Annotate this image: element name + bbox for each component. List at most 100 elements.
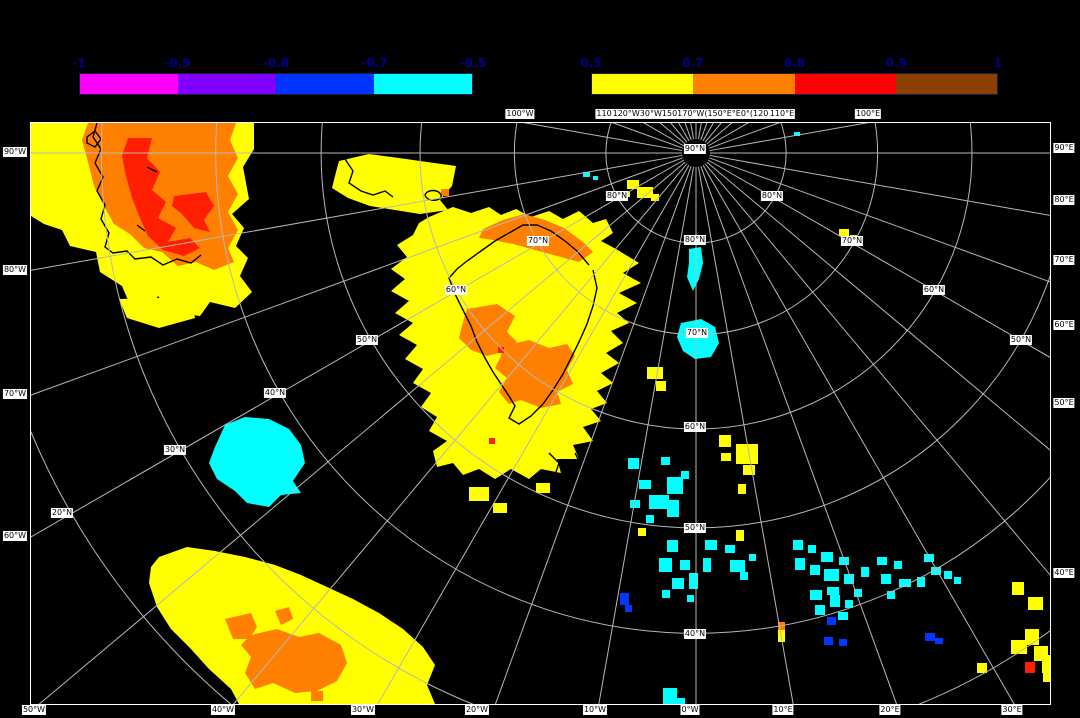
data-cell-c	[667, 540, 678, 552]
meridian-line	[707, 159, 1050, 358]
graticule-latitude-label: 70°N	[840, 236, 864, 246]
data-cell-c	[810, 590, 822, 600]
colorbar-negative-tick-label: -0.8	[262, 56, 290, 70]
graticule-latitude-label: 70°N	[526, 236, 550, 246]
colorbar-positive	[591, 73, 998, 95]
data-cell-c	[821, 552, 833, 562]
data-cell-y	[977, 663, 987, 673]
data-region-o	[495, 340, 575, 408]
data-cell-y	[738, 484, 746, 494]
data-cell-c	[730, 560, 745, 572]
graticule-latitude-label: 60°N	[444, 285, 468, 295]
data-cell-y	[1011, 640, 1027, 654]
data-cell-y	[493, 503, 507, 513]
graticule-latitude-label: 30°N	[163, 445, 187, 455]
colorbar-positive-tick-label: 0.9	[885, 56, 907, 70]
data-cell-y	[637, 187, 653, 198]
data-cell-c	[894, 561, 902, 569]
data-cell-c	[924, 554, 934, 562]
data-cell-b	[839, 639, 847, 646]
data-cell-r	[1025, 662, 1035, 673]
data-cell-c	[672, 578, 684, 589]
meridian-line	[708, 123, 780, 149]
data-cell-c	[854, 589, 862, 597]
meridian-line	[31, 154, 683, 271]
graticule-latitude-label: 60°N	[683, 422, 707, 432]
graticule-latitude-label: 20°N	[50, 508, 74, 518]
data-cell-c	[659, 558, 672, 572]
data-cell-y	[638, 528, 646, 536]
data-cell-c	[663, 688, 677, 704]
colorbar-positive-tick-label: 0.7	[682, 56, 704, 70]
data-cell-c	[705, 540, 717, 550]
data-cell-c	[881, 574, 891, 584]
data-cell-b	[925, 633, 935, 641]
data-cell-c	[583, 172, 590, 177]
graticule-edge-label: 60°W	[2, 531, 28, 541]
data-cell-c	[661, 457, 670, 465]
data-cell-y	[839, 229, 849, 236]
colorbar-positive-segment-2	[794, 74, 896, 94]
data-cell-c	[667, 477, 683, 494]
data-cell-c	[824, 569, 839, 581]
data-cell-y	[1012, 582, 1024, 595]
graticule-edge-label: 80°W	[2, 265, 28, 275]
data-cell-c	[689, 573, 698, 589]
data-cell-y	[736, 444, 758, 464]
meridian-line	[377, 164, 690, 704]
data-cell-c	[827, 587, 839, 595]
colorbar-negative-tick-label: -0.7	[361, 56, 388, 70]
data-cell-y	[656, 381, 666, 391]
data-cell-c	[662, 590, 670, 598]
graticule-latitude-label: 50°N	[683, 523, 707, 533]
graticule-edge-label: 60°E	[1053, 320, 1075, 330]
data-cell-c	[740, 572, 748, 580]
colorbar-positive-segment-1	[693, 74, 795, 94]
data-cell-c	[931, 567, 941, 575]
data-cell-c	[815, 605, 825, 615]
meridian-line	[702, 164, 1015, 704]
data-cell-c	[954, 577, 961, 584]
meridian-line	[697, 166, 794, 704]
graticule-edge-label: 0°W	[680, 705, 700, 715]
colorbar-negative-tick-label: -0.9	[164, 56, 191, 70]
colorbar-negative-segment-2	[276, 74, 374, 94]
data-region-y	[149, 547, 435, 704]
coastline-path	[548, 452, 572, 500]
data-region-c	[687, 247, 703, 291]
data-cell-c	[844, 574, 854, 584]
data-region-o	[82, 123, 238, 270]
data-cell-c	[795, 558, 805, 570]
data-cell-b	[824, 637, 833, 645]
data-cell-c	[667, 500, 679, 517]
meridian-line	[38, 161, 686, 704]
graticule-latitude-label: 80°N	[683, 235, 707, 245]
data-cell-c	[630, 500, 640, 508]
graticule-edge-label: 70°W	[2, 389, 28, 399]
data-cell-c	[687, 595, 694, 602]
data-cell-c	[877, 557, 887, 565]
graticule-edge-label: 100°W	[505, 109, 535, 119]
graticule-edge-label: 40°E	[1053, 568, 1075, 578]
meridian-line	[709, 154, 1050, 216]
graticule-edge-label: 50°E	[1053, 398, 1075, 408]
meridian-line	[233, 163, 688, 704]
data-cell-b	[935, 638, 943, 644]
graticule-edge-label: 110°E	[768, 109, 796, 119]
data-cell-c	[628, 458, 639, 469]
data-cell-c	[749, 554, 756, 561]
data-cell-c	[899, 579, 911, 587]
data-cell-b	[620, 593, 629, 605]
data-cell-y	[1025, 629, 1039, 645]
data-cell-r	[498, 347, 504, 353]
data-cell-c	[810, 565, 820, 575]
meridian-line	[700, 165, 898, 704]
data-cell-c	[917, 577, 925, 587]
data-cell-b	[625, 605, 632, 612]
data-cell-c	[808, 545, 816, 553]
graticule-latitude-label: 70°N	[685, 328, 709, 338]
graticule-edge-label: 10°W	[582, 705, 608, 715]
graticule-edge-label: 20°W	[464, 705, 490, 715]
data-cell-c	[845, 600, 853, 608]
data-region-o	[241, 629, 347, 693]
